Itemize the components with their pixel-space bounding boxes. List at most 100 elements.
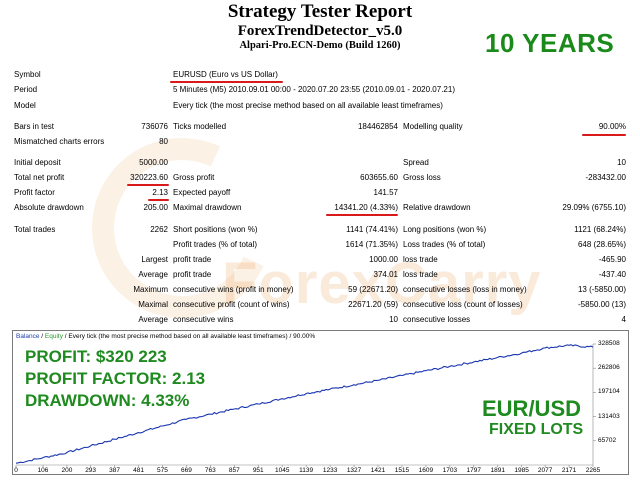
short-value: 1141 (74.41%): [346, 225, 398, 234]
quality-underline: [582, 134, 626, 136]
period-value: 5 Minutes (M5) 2010.09.01 00:00 - 2020.0…: [173, 85, 455, 94]
spread-value: 10: [617, 158, 626, 167]
maximal-label: Maximal: [138, 300, 168, 309]
legend-separator: /: [39, 333, 45, 340]
maxdd-value: 14341.20 (4.33%): [334, 203, 398, 212]
ltrades-value: 648 (28.65%): [577, 240, 626, 249]
x-tick-label: 575: [157, 467, 168, 474]
largest-label: Largest: [141, 255, 168, 264]
grossloss-label: Gross loss: [403, 173, 441, 182]
legend-equity: Equity: [44, 333, 63, 340]
y-tick-label: 328508: [598, 340, 620, 347]
symbol-label: Symbol: [14, 70, 41, 79]
deposit-label: Initial deposit: [14, 158, 61, 167]
maxl-profit-label: consecutive profit (count of wins): [173, 300, 290, 309]
reldd-label: Relative drawdown: [403, 203, 471, 212]
reldd-value: 29.09% (6755.10): [562, 203, 626, 212]
symbol-value: EURUSD (Euro vs US Dollar): [173, 70, 278, 79]
avg-wins-value: 10: [389, 315, 398, 324]
largest-profit-label: profit trade: [173, 255, 212, 264]
x-tick-label: 387: [109, 467, 120, 474]
y-tick-label: 65702: [598, 436, 617, 444]
x-tick-label: 1045: [274, 467, 290, 474]
spread-label: Spread: [403, 158, 429, 167]
netprofit-value: 320223.60: [130, 173, 168, 182]
x-tick-label: 1421: [370, 467, 386, 474]
x-tick-label: 669: [180, 467, 192, 474]
avg2-label: Average: [138, 315, 168, 324]
pf-value: 2.13: [152, 188, 168, 197]
x-tick-label: 1139: [299, 467, 314, 474]
bars-label: Bars in test: [14, 122, 55, 131]
x-tick-label: 293: [85, 467, 97, 474]
balance-chart: [12, 330, 629, 475]
chart-plot: [15, 343, 596, 467]
grossloss-value: -283432.00: [585, 173, 626, 182]
mismatch-label: Mismatched charts errors: [14, 137, 105, 146]
average-profit-value: 374.01: [373, 270, 398, 279]
report-title: Strategy Tester Report: [227, 1, 413, 22]
average-loss-value: -437.40: [598, 270, 626, 279]
max-losses-value: 13 (-5850.00): [577, 285, 626, 294]
x-tick-label: 1797: [466, 467, 481, 474]
y-tick-label: 131403: [598, 412, 620, 420]
x-tick-label: 1609: [418, 467, 434, 474]
grossprofit-label: Gross profit: [173, 173, 215, 182]
x-tick-label: 1703: [442, 467, 458, 474]
model-value: Every tick (the most precise method base…: [173, 101, 443, 110]
period-label: Period: [14, 85, 38, 94]
maxl-profit-value: 22671.20 (59): [348, 300, 398, 309]
grossprofit-value: 603655.60: [360, 173, 398, 182]
watermark-logo: ForexCarry: [222, 251, 542, 316]
largest-loss-value: -465.90: [598, 255, 626, 264]
absdd-value: 205.00: [143, 203, 168, 212]
x-tick-label: 481: [133, 467, 144, 474]
promo-profit-factor: PROFIT FACTOR: 2.13: [25, 369, 206, 388]
ltrades-label: Loss trades (% of total): [403, 240, 486, 249]
x-tick-label: 1327: [346, 467, 362, 474]
largest-loss-label: loss trade: [403, 255, 438, 264]
legend-balance: Balance: [16, 333, 40, 340]
y-tick-label: 197104: [598, 388, 620, 396]
absdd-label: Absolute drawdown: [14, 203, 84, 212]
expert-name: ForexTrendDetector_v5.0: [237, 23, 403, 39]
chart-legend: Balance / Equity / Every tick (the most …: [16, 333, 315, 340]
short-label: Short positions (won %): [173, 225, 258, 234]
y-tick-label: 262806: [598, 364, 620, 372]
quality-value: 90.00%: [598, 122, 626, 131]
trades-label: Total trades: [14, 225, 56, 234]
avg-wins-label: consecutive wins: [173, 315, 234, 324]
model-label: Model: [14, 101, 36, 110]
ptrades-label: Profit trades (% of total): [173, 240, 258, 249]
x-tick-label: 1233: [322, 467, 338, 474]
x-tick-label: 1891: [490, 467, 505, 474]
x-tick-label: 951: [252, 467, 264, 474]
max-wins-label: consecutive wins (profit in money): [173, 285, 294, 294]
pf-label: Profit factor: [14, 188, 55, 197]
long-label: Long positions (won %): [403, 225, 487, 234]
x-tick-label: 106: [37, 467, 49, 474]
x-tick-label: 200: [61, 467, 73, 474]
x-tick-label: 0: [14, 467, 18, 474]
x-tick-label: 2265: [585, 467, 601, 474]
promo-profit: PROFIT: $320 223: [25, 347, 167, 366]
netprofit-underline: [127, 184, 169, 186]
average-label: Average: [138, 270, 168, 279]
maxdd-label: Maximal drawdown: [173, 203, 242, 212]
maxl-loss-label: consecutive loss (count of losses): [403, 300, 523, 309]
x-tick-label: 2171: [561, 467, 577, 474]
bars-value: 736076: [141, 122, 168, 131]
promo-lots: FIXED LOTS: [489, 421, 584, 438]
x-tick-label: 857: [228, 467, 240, 474]
netprofit-label: Total net profit: [14, 173, 65, 182]
x-tick-label: 2077: [537, 467, 553, 474]
payoff-value: 141.57: [373, 188, 398, 197]
average-profit-label: profit trade: [173, 270, 212, 279]
years-badge: 10 YEARS: [485, 28, 615, 58]
payoff-label: Expected payoff: [173, 188, 231, 197]
mismatch-value: 80: [159, 137, 168, 146]
pf-underline: [148, 199, 169, 201]
long-value: 1121 (68.24%): [574, 225, 626, 234]
server-build: Alpari-Pro.ECN-Demo (Build 1260): [239, 40, 401, 51]
max-wins-value: 59 (22671.20): [348, 285, 398, 294]
